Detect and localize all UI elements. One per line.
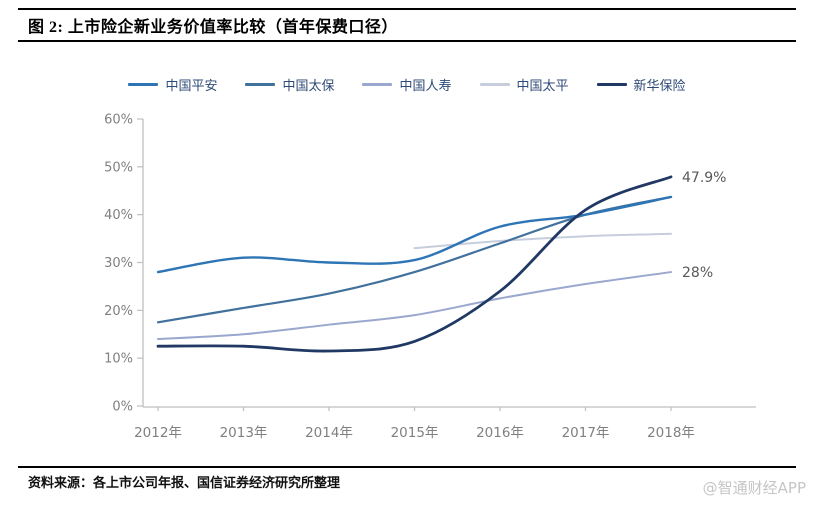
y-tick-label: 10% — [104, 352, 133, 367]
legend-item-pingan: 中国平安 — [128, 75, 217, 94]
legend-item-xinhua: 新华保险 — [596, 75, 686, 94]
x-tick-label: 2013年 — [220, 425, 268, 441]
footer-rule — [18, 466, 796, 468]
legend-label-xinhua: 新华保险 — [633, 79, 686, 94]
legend-item-taibao: 中国太保 — [245, 75, 334, 94]
y-tick-label: 20% — [104, 304, 133, 319]
y-tick-label: 30% — [104, 256, 133, 271]
legend-swatch-taiping — [479, 83, 510, 86]
series-line-xinhua — [156, 175, 673, 353]
figure-title: 图 2: 上市险企新业务价值率比较（首年保费口径） — [28, 19, 398, 36]
x-tick-label: 2014年 — [305, 425, 353, 441]
series-line-pingan — [156, 195, 673, 274]
x-tick-label: 2018年 — [647, 425, 695, 441]
title-bottom-rule — [18, 40, 796, 42]
series-line-renshou — [157, 271, 672, 341]
title-top-rule — [18, 8, 796, 10]
legend-label-pingan: 中国平安 — [165, 79, 218, 94]
y-tick-label: 0% — [112, 400, 133, 415]
watermark-text: @智通财经APP — [702, 479, 806, 497]
legend-swatch-taibao — [245, 83, 276, 86]
y-tick-label: 50% — [104, 160, 133, 175]
legend-label-renshou: 中国人寿 — [399, 79, 452, 94]
x-tick-label: 2017年 — [562, 425, 610, 441]
series-line-taiping — [413, 232, 672, 250]
x-tick-label: 2012年 — [134, 425, 182, 441]
source-text: 资料来源：各上市公司年报、国信证券经济研究所整理 — [28, 475, 341, 490]
y-tick-label: 60% — [104, 113, 133, 128]
y-tick-label: 40% — [104, 208, 133, 223]
x-tick-label: 2016年 — [476, 425, 524, 441]
chart-legend: 中国平安 中国太保 中国人寿 中国太平 新华保险 — [0, 75, 814, 94]
legend-item-renshou: 中国人寿 — [362, 75, 452, 94]
legend-label-taiping: 中国太平 — [516, 79, 569, 94]
data-label-xinhua-2018: 47.9% — [682, 170, 726, 186]
legend-label-taibao: 中国太保 — [282, 79, 335, 94]
legend-swatch-pingan — [128, 83, 159, 86]
x-tick-label: 2015年 — [391, 425, 439, 441]
legend-swatch-renshou — [362, 83, 393, 86]
legend-item-taiping: 中国太平 — [479, 75, 569, 94]
data-label-renshou-2018: 28% — [682, 265, 713, 281]
legend-swatch-xinhua — [596, 83, 627, 86]
